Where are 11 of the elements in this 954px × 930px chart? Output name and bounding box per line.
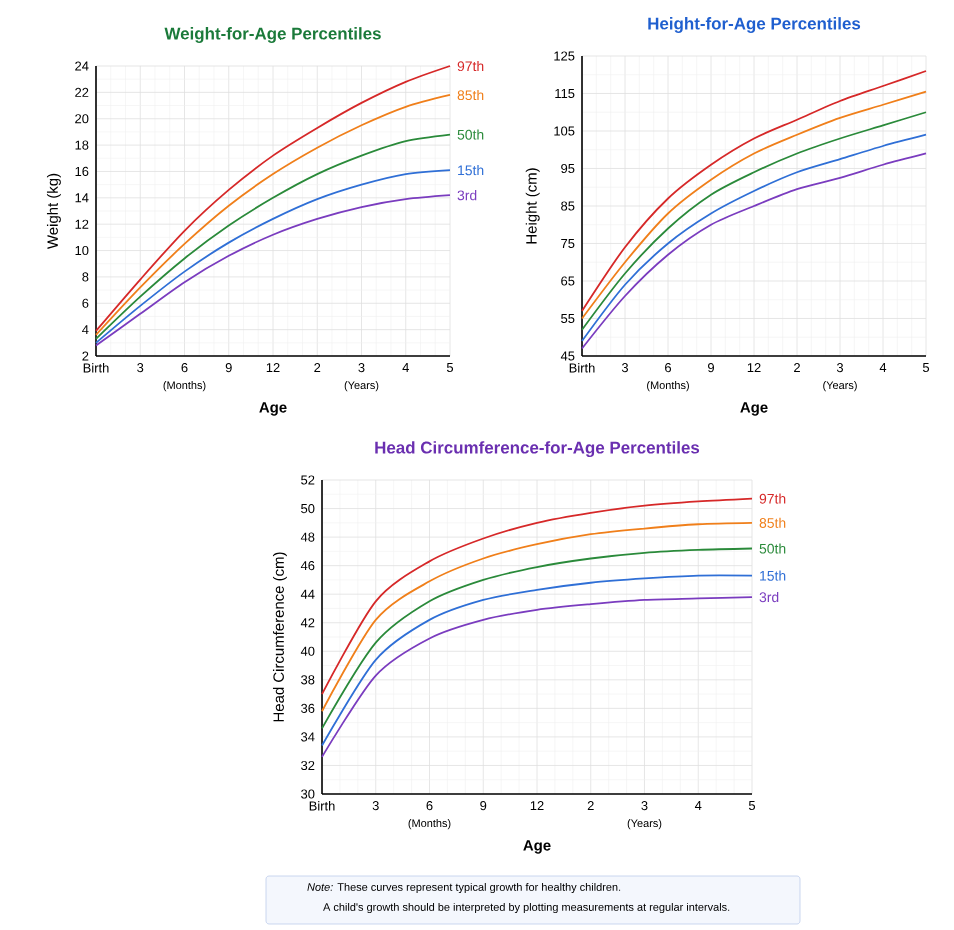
chart-title: Height-for-Age Percentiles [648,17,861,33]
line-series [321,596,753,758]
line-series [95,169,451,344]
line-series [95,133,451,340]
chart-title: Weight-for-Age Percentiles [164,27,381,43]
line-series [95,194,451,347]
line-series [321,574,753,747]
chart-title: Head Circumference-for-Age Percentiles [375,441,700,458]
line-series [321,521,753,713]
line-series [321,497,753,695]
line-series [321,547,753,730]
